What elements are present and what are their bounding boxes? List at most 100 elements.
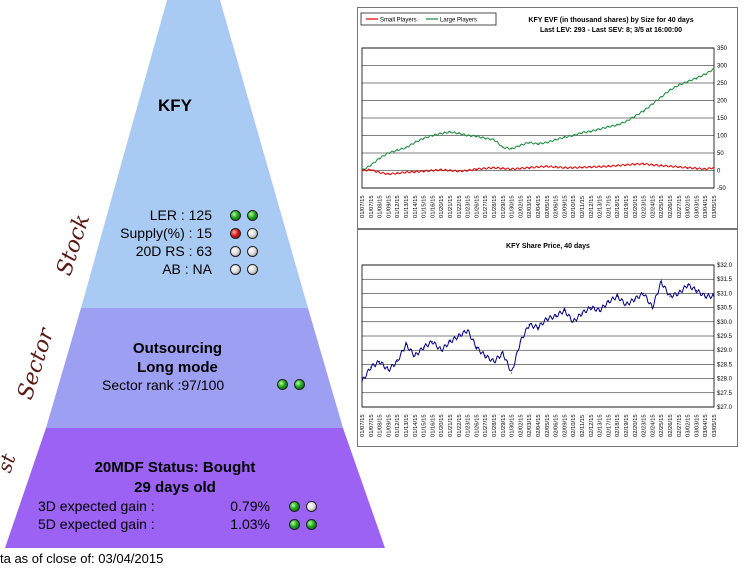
data-point (581, 166, 583, 168)
data-point (475, 135, 477, 137)
x-tick-label: 02/19/15 (624, 195, 630, 218)
data-point (669, 295, 671, 297)
data-point (431, 169, 433, 172)
data-point (572, 134, 574, 137)
x-tick-label: 02/17/15 (606, 195, 612, 218)
data-point (590, 166, 592, 168)
x-tick-label: 02/17/15 (606, 414, 612, 437)
x-tick-label: 01/12/15 (395, 195, 401, 218)
white-status-light-icon (230, 264, 241, 275)
data-point (687, 284, 689, 286)
data-point (379, 172, 381, 174)
green-status-light-icon (289, 519, 300, 530)
x-tick-label: 02/25/15 (659, 195, 665, 218)
white-status-light-icon (306, 501, 317, 512)
gain-value: 1.03% (230, 516, 270, 532)
data-date-footnote: ta as of close of: 03/04/2015 (0, 551, 164, 566)
x-tick-label: 03/03/15 (694, 195, 700, 218)
data-point (616, 124, 618, 126)
green-status-light-icon (306, 519, 317, 530)
sector-name: Outsourcing (132, 340, 223, 357)
data-point (405, 343, 407, 346)
data-point (634, 115, 636, 117)
data-point (370, 169, 372, 171)
data-point (458, 335, 460, 337)
status-age: 29 days old (134, 479, 216, 496)
x-tick-label: 01/15/15 (422, 195, 428, 218)
data-point (431, 134, 433, 137)
y-tick-label: 200 (717, 99, 728, 105)
x-tick-label: 01/07/15 (360, 195, 366, 218)
data-point (519, 341, 521, 343)
x-tick-label: 01/28/15 (492, 195, 498, 218)
x-tick-label: 01/23/15 (466, 414, 472, 437)
data-point (449, 131, 451, 133)
x-tick-label: 01/13/15 (404, 414, 410, 437)
data-point (713, 167, 715, 169)
x-tick-label: 02/24/15 (650, 414, 656, 437)
data-point (449, 169, 451, 172)
y-tick-label: 350 (717, 46, 728, 52)
x-tick-label: 02/23/15 (642, 414, 648, 437)
data-point (695, 289, 697, 292)
x-tick-label: 02/25/15 (659, 414, 665, 437)
data-point (599, 309, 601, 312)
x-tick-label: 01/08/15 (378, 414, 384, 437)
data-point (431, 341, 433, 343)
data-point (467, 134, 469, 137)
x-tick-label: 02/03/15 (527, 195, 533, 218)
data-point (396, 149, 398, 151)
data-point (643, 163, 645, 165)
data-point (695, 77, 697, 79)
x-tick-label: 01/27/15 (483, 414, 489, 437)
data-point (396, 172, 398, 174)
x-tick-label: 02/11/15 (580, 415, 586, 437)
data-point (387, 152, 389, 154)
data-point (458, 132, 460, 134)
x-tick-label: 02/20/15 (633, 414, 639, 437)
x-tick-label: 02/27/15 (677, 414, 683, 437)
data-point (634, 163, 636, 165)
data-point (387, 173, 389, 175)
data-point (493, 139, 495, 141)
data-point (414, 141, 416, 144)
x-tick-label: 01/20/15 (439, 414, 445, 437)
green-status-light-icon (247, 210, 258, 221)
x-tick-label: 03/04/15 (703, 414, 709, 437)
data-point (590, 307, 592, 309)
x-tick-label: 01/07/15 (360, 414, 366, 437)
data-point (379, 157, 381, 159)
data-point (484, 137, 486, 139)
data-point (361, 169, 363, 172)
data-point (405, 147, 407, 149)
data-point (651, 164, 653, 166)
white-status-light-icon (247, 228, 258, 239)
data-point (572, 167, 574, 169)
y-tick-label: $28.5 (717, 362, 733, 368)
data-point (370, 164, 372, 166)
y-tick-label: $27.5 (717, 391, 733, 397)
y-tick-label: $29.5 (717, 334, 733, 340)
data-point (511, 372, 513, 374)
data-point (511, 148, 513, 150)
data-point (704, 168, 706, 170)
x-tick-label: 01/16/15 (430, 414, 436, 437)
x-tick-label: 02/06/15 (554, 195, 560, 218)
sector-mode: Long mode (137, 359, 218, 376)
x-tick-label: 02/04/15 (536, 195, 542, 218)
chart-title: KFY Share Price, 40 days (506, 243, 590, 250)
x-tick-label: 02/18/15 (615, 414, 621, 437)
x-tick-label: 01/26/15 (474, 414, 480, 437)
y-tick-label: $31.5 (717, 277, 733, 283)
x-tick-label: 02/05/15 (545, 195, 551, 218)
data-point (704, 73, 706, 75)
status-tier (5, 428, 385, 548)
green-status-light-icon (277, 379, 288, 390)
data-point (467, 169, 469, 172)
y-tick-label: 150 (717, 116, 728, 122)
evf-chart-svg: Small Players Large Players KFY EVF (in th… (360, 12, 728, 218)
stock-metric-label: AB : NA (162, 261, 212, 277)
x-tick-label: 02/20/15 (633, 195, 639, 218)
x-tick-label: 02/27/15 (677, 195, 683, 218)
data-point (502, 146, 504, 148)
